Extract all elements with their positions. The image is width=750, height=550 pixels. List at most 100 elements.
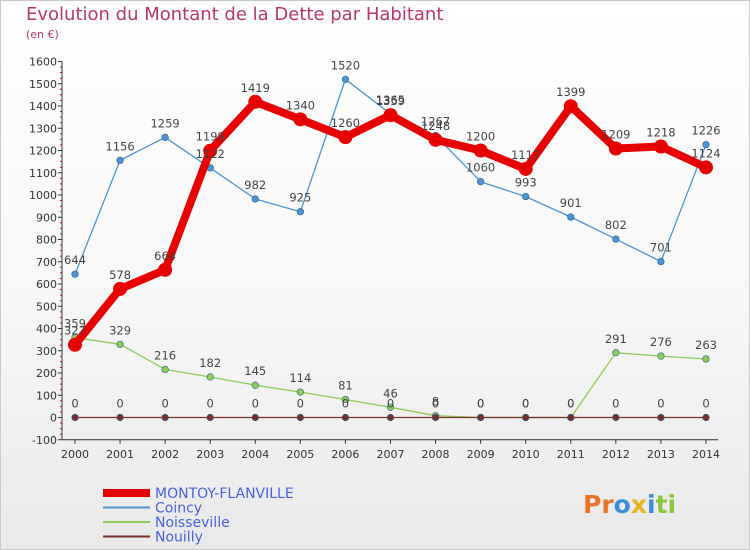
- legend-label: Nouilly: [155, 530, 203, 546]
- x-tick-label: 2009: [467, 448, 495, 461]
- data-point-noisseville: [116, 340, 124, 348]
- data-label-noisseville: 291: [605, 332, 627, 346]
- data-label-nouilly: 0: [342, 397, 349, 411]
- axes: -100010020030040050060070080090010001100…: [29, 56, 720, 461]
- y-tick-label: 1300: [29, 122, 57, 135]
- proxiti-logo: Proxiti: [583, 490, 677, 519]
- data-label-montoy-flanville: 1419: [241, 81, 270, 95]
- legend-label: Noisseville: [155, 515, 230, 531]
- data-point-nouilly: [702, 413, 710, 422]
- data-point-noisseville: [657, 352, 665, 360]
- data-point-coincy: [567, 213, 575, 221]
- data-label-nouilly: 0: [297, 397, 304, 411]
- data-point-coincy: [341, 75, 350, 83]
- data-label-coincy: 982: [244, 178, 266, 192]
- data-label-noisseville: 145: [244, 364, 266, 378]
- data-point-montoy-flanville: [698, 160, 713, 175]
- data-label-nouilly: 0: [161, 397, 168, 411]
- data-point-nouilly: [161, 413, 169, 422]
- x-tick-label: 2011: [557, 448, 585, 461]
- data-label-nouilly: 0: [702, 397, 709, 411]
- data-point-montoy-flanville: [113, 281, 128, 296]
- data-label-coincy: 802: [605, 218, 627, 232]
- chart-subtitle: (en €): [26, 28, 59, 41]
- data-point-nouilly: [567, 413, 575, 422]
- data-point-noisseville: [296, 388, 304, 396]
- data-point-coincy: [251, 195, 259, 203]
- data-point-coincy: [477, 178, 485, 186]
- x-tick-label: 2013: [647, 448, 675, 461]
- data-point-coincy: [161, 133, 169, 141]
- data-point-nouilly: [116, 413, 124, 422]
- data-label-coincy: 1267: [421, 115, 450, 129]
- data-point-nouilly: [206, 413, 214, 422]
- data-label-coincy: 1259: [150, 116, 179, 130]
- data-point-montoy-flanville: [518, 161, 533, 176]
- data-label-coincy: 1060: [466, 161, 495, 175]
- data-label-coincy: 993: [515, 176, 537, 190]
- data-label-noisseville: 0: [567, 397, 574, 411]
- data-label-noisseville: 263: [695, 338, 717, 352]
- data-label-coincy: 1122: [196, 147, 225, 161]
- data-point-coincy: [296, 208, 304, 216]
- data-point-montoy-flanville: [608, 141, 623, 156]
- y-tick-label: 1600: [29, 56, 57, 69]
- data-label-montoy-flanville: 327: [64, 324, 86, 338]
- x-tick-label: 2005: [286, 448, 314, 461]
- data-point-montoy-flanville: [68, 337, 82, 352]
- data-point-nouilly: [386, 413, 395, 422]
- data-label-nouilly: 0: [612, 397, 619, 411]
- data-label-montoy-flanville: 1359: [376, 94, 405, 108]
- data-point-coincy: [612, 235, 620, 243]
- data-point-nouilly: [657, 413, 665, 422]
- data-label-noisseville: 0: [522, 397, 529, 411]
- data-point-coincy: [657, 257, 665, 266]
- y-tick-label: 1500: [29, 78, 57, 91]
- data-label-noisseville: 8: [432, 395, 439, 409]
- x-tick-label: 2010: [512, 448, 540, 461]
- data-label-nouilly: 0: [657, 397, 664, 411]
- data-label-noisseville: 216: [154, 348, 176, 362]
- data-label-noisseville: 359: [64, 317, 86, 331]
- data-labels: 644 1156 1259 1122 982 925 1520 1365 1267 1060 993…: [64, 58, 721, 410]
- data-label-montoy-flanville: 664: [154, 249, 176, 263]
- data-label-noisseville: 0: [477, 397, 484, 411]
- data-label-montoy-flanville: 578: [109, 268, 131, 282]
- data-point-nouilly: [341, 413, 350, 422]
- series-layer: [68, 75, 713, 422]
- data-point-montoy-flanville: [203, 143, 218, 158]
- data-label-coincy: 1365: [376, 93, 405, 107]
- legend-label: MONTOY-FLANVILLE: [155, 486, 294, 502]
- x-tick-label: 2003: [196, 448, 224, 461]
- data-label-nouilly: 0: [252, 397, 259, 411]
- x-tick-label: 2012: [602, 448, 630, 461]
- y-tick-label: 900: [36, 211, 57, 224]
- data-label-montoy-flanville: 1199: [196, 130, 225, 144]
- data-label-montoy-flanville: 1200: [466, 130, 495, 144]
- data-point-nouilly: [612, 413, 620, 422]
- data-point-noisseville: [341, 395, 350, 404]
- data-label-noisseville: 276: [650, 335, 672, 349]
- data-point-nouilly: [431, 413, 440, 422]
- x-tick-label: 2004: [241, 448, 269, 461]
- data-label-montoy-flanville: 1218: [646, 125, 675, 139]
- data-label-coincy: 644: [64, 253, 86, 267]
- data-point-coincy: [702, 141, 710, 149]
- data-label-montoy-flanville: 1399: [556, 85, 585, 99]
- x-tick-label: 2006: [331, 448, 359, 461]
- data-point-montoy-flanville: [428, 132, 443, 147]
- data-point-noisseville: [386, 403, 395, 411]
- data-label-nouilly: 0: [432, 397, 439, 411]
- y-tick-label: 200: [36, 367, 57, 380]
- chart-title: Evolution du Montant de la Dette par Hab…: [26, 4, 444, 25]
- data-point-montoy-flanville: [653, 139, 668, 154]
- data-label-nouilly: 0: [387, 397, 394, 411]
- data-point-noisseville: [251, 381, 259, 389]
- data-label-coincy: 1520: [331, 58, 360, 72]
- data-point-montoy-flanville: [473, 143, 488, 158]
- data-point-noisseville: [702, 355, 710, 363]
- data-point-coincy: [71, 270, 79, 278]
- y-tick-label: 1400: [29, 100, 57, 113]
- y-tick-label: 700: [36, 256, 57, 269]
